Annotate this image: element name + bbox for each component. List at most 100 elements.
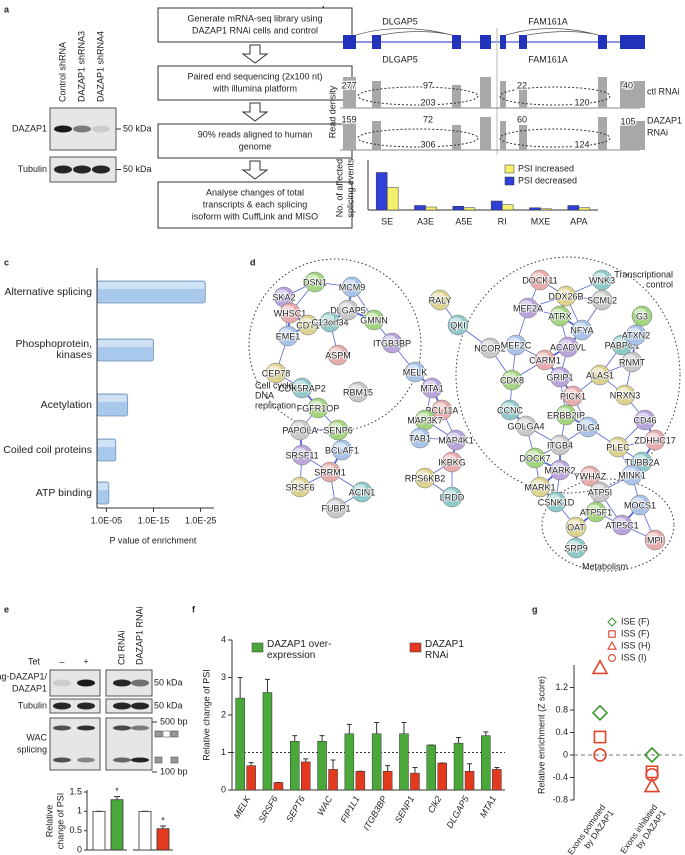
node-label: ERBB2IP (547, 410, 585, 420)
x-tick-label: SE (381, 216, 393, 226)
cluster-label: control (646, 279, 673, 289)
node-label: CD46 (633, 415, 656, 425)
marker (645, 767, 659, 782)
node-label: IKBKG (438, 457, 466, 467)
bar (425, 206, 437, 211)
bar-highlight (98, 395, 127, 402)
panel-label: f (192, 604, 196, 614)
node-label: ATXN2 (622, 330, 650, 340)
bar (464, 771, 475, 791)
node-gloss (508, 337, 520, 345)
x-tick-label: 1.0E-05 (91, 515, 123, 525)
node-label: PICK1 (560, 391, 586, 401)
bar (344, 733, 355, 791)
node-gloss (434, 402, 446, 410)
node-label: MCM9 (339, 282, 366, 292)
junction-count: 97 (423, 80, 433, 90)
node-gloss (292, 479, 304, 487)
node-gloss (628, 327, 640, 335)
flow-text: transcripts & each splicing (203, 199, 308, 209)
marker (607, 617, 617, 627)
y-tick-label: -0.4 (552, 772, 568, 782)
marker (643, 746, 661, 764)
bar (529, 207, 541, 211)
y-tick-label: 1 (77, 806, 82, 816)
x-tick-label: SRSF6 (257, 794, 280, 824)
node-gloss (340, 302, 352, 310)
read-density (452, 85, 461, 108)
flow-box (157, 7, 353, 43)
node-label: ITGB3BP (373, 338, 411, 348)
cluster-label: Cell cycle, (255, 380, 296, 390)
bar (453, 742, 464, 791)
node-label: SCML2 (587, 295, 617, 305)
x-tick-label: WAC (315, 794, 334, 817)
category-label: Coiled coil proteins (3, 443, 92, 456)
cluster-outline (455, 256, 681, 494)
error-bar (114, 796, 120, 800)
bar-highlight (98, 282, 205, 289)
flow-text: with illumina platform (212, 83, 297, 93)
node-gloss (330, 347, 342, 355)
band (113, 757, 131, 763)
junction-arc (357, 128, 479, 148)
x-tick-label: FIP1L1 (338, 794, 361, 824)
node-gloss (527, 450, 539, 458)
lane-label: Ctl RNAi (116, 630, 126, 665)
bar (452, 206, 465, 211)
junction-count: 203 (420, 97, 435, 107)
exon (620, 35, 645, 49)
axis-label: No. of affected (334, 159, 344, 217)
exon (500, 35, 506, 49)
blot (49, 698, 101, 714)
bar (386, 187, 399, 211)
node-label: MEF2C (501, 340, 532, 350)
node-gloss (276, 289, 288, 297)
size-marker: 50 kDa (123, 123, 152, 133)
flow-box (157, 181, 353, 229)
node-gloss (450, 317, 462, 325)
marker (593, 730, 607, 744)
size-marker: 50 kDa (123, 164, 152, 174)
read-density (500, 121, 506, 150)
flow-text: Paired end sequencing (2x100 nt) (187, 71, 322, 81)
error-bar (385, 765, 391, 772)
node-label: ATP5C1 (605, 520, 638, 530)
bar (317, 741, 327, 791)
junction-arc (499, 128, 611, 148)
panel-label: c (4, 257, 9, 267)
bar-highlight (98, 340, 153, 347)
node-gloss (558, 288, 570, 296)
node-label: TUBB2A (624, 457, 659, 467)
node-gloss (424, 380, 436, 388)
bar (290, 741, 300, 791)
node-label: SRSF11 (285, 450, 318, 460)
junction-count: 124 (574, 139, 589, 149)
node-label: EME1 (276, 331, 301, 341)
bar (92, 810, 106, 851)
error-bar (412, 767, 418, 774)
node-label: CDT1 (296, 320, 320, 330)
y-tick-label: 0.4 (555, 727, 568, 737)
x-tick-label: A3E (417, 216, 434, 226)
bar-highlight (98, 440, 115, 447)
exon-icon (154, 756, 163, 764)
node-label: PLEC (606, 442, 630, 452)
legend-swatch (504, 176, 515, 186)
exon (343, 35, 356, 49)
x-tick-label: RI (498, 216, 507, 226)
error-bar (483, 731, 489, 736)
band (92, 125, 110, 133)
node-gloss (322, 314, 334, 322)
node-label: NFYA (570, 325, 593, 335)
junction-count: 105 (620, 116, 635, 126)
marker (608, 654, 616, 662)
node-label: MARK1 (524, 482, 555, 492)
error-bar (456, 737, 462, 744)
node-gloss (624, 467, 636, 475)
node-label: MARK2 (544, 465, 575, 475)
lane-label: DAZAP1 shRNA4 (95, 31, 105, 102)
junction-count: 40 (623, 80, 633, 90)
exon-icon (170, 756, 179, 764)
bar (492, 769, 502, 791)
